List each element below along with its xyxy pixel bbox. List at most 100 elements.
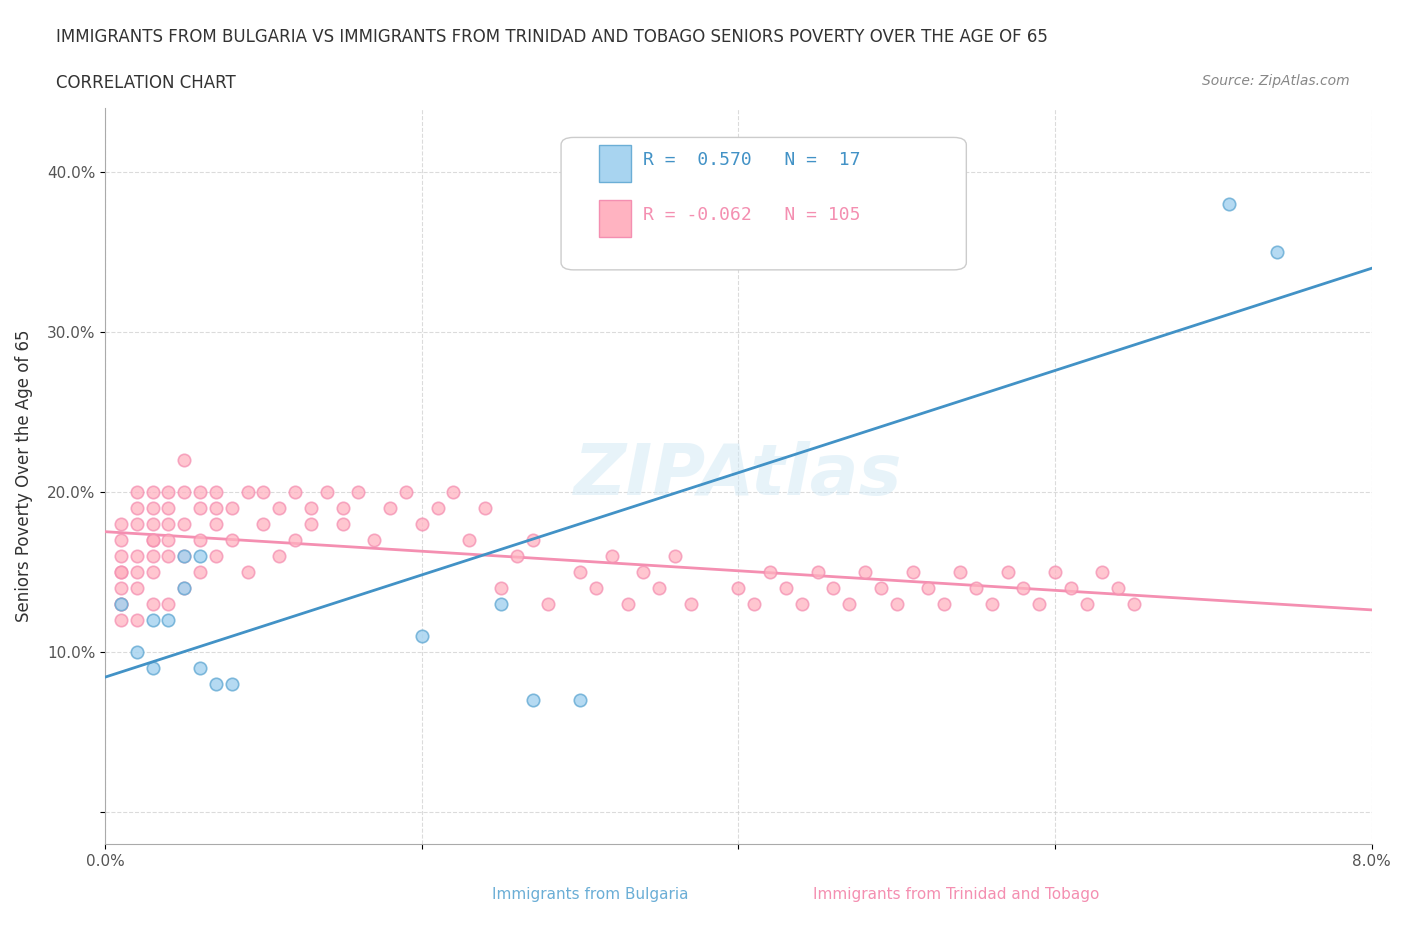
Point: [205, 516, 228, 531]
Point: [110, 596, 132, 611]
Point: [221, 533, 243, 548]
Point: [585, 580, 607, 595]
Point: [869, 580, 891, 595]
Point: [997, 565, 1019, 579]
Point: [823, 580, 845, 595]
Text: R =  0.570   N =  17: R = 0.570 N = 17: [644, 151, 860, 168]
Point: [742, 596, 765, 611]
Point: [269, 549, 291, 564]
Point: [441, 485, 464, 499]
Point: [142, 533, 165, 548]
Point: [110, 596, 132, 611]
Point: [474, 500, 496, 515]
Point: [157, 533, 180, 548]
Point: [173, 485, 195, 499]
Point: [173, 549, 195, 564]
Point: [157, 516, 180, 531]
Point: [411, 629, 433, 644]
Point: [426, 500, 449, 515]
Text: ZIPAtlas: ZIPAtlas: [574, 442, 903, 511]
Point: [332, 500, 354, 515]
Point: [489, 580, 512, 595]
Point: [142, 549, 165, 564]
Point: [569, 565, 592, 579]
Point: [806, 565, 828, 579]
Point: [1107, 580, 1129, 595]
Point: [411, 516, 433, 531]
Point: [142, 533, 165, 548]
Text: CORRELATION CHART: CORRELATION CHART: [56, 74, 236, 92]
Point: [252, 485, 274, 499]
Point: [110, 565, 132, 579]
Y-axis label: Seniors Poverty Over the Age of 65: Seniors Poverty Over the Age of 65: [15, 329, 32, 622]
Point: [759, 565, 782, 579]
Point: [980, 596, 1002, 611]
Point: [1091, 565, 1114, 579]
Point: [775, 580, 797, 595]
Point: [110, 613, 132, 628]
Text: Immigrants from Bulgaria: Immigrants from Bulgaria: [492, 887, 689, 902]
Point: [157, 500, 180, 515]
Point: [1060, 580, 1083, 595]
Point: [125, 565, 148, 579]
Point: [1218, 196, 1240, 211]
Point: [142, 613, 165, 628]
Point: [269, 500, 291, 515]
Point: [110, 533, 132, 548]
Point: [125, 500, 148, 515]
Point: [284, 485, 307, 499]
Point: [1012, 580, 1035, 595]
Point: [205, 485, 228, 499]
Point: [347, 485, 370, 499]
Point: [188, 485, 211, 499]
Point: [125, 516, 148, 531]
Point: [299, 500, 322, 515]
Point: [522, 692, 544, 707]
Point: [1043, 565, 1066, 579]
Point: [157, 596, 180, 611]
Point: [886, 596, 908, 611]
Point: [506, 549, 529, 564]
Bar: [599, 200, 631, 237]
Point: [173, 453, 195, 468]
Point: [188, 500, 211, 515]
Point: [142, 565, 165, 579]
Point: [142, 660, 165, 675]
Point: [1076, 596, 1098, 611]
Point: [188, 565, 211, 579]
Point: [157, 485, 180, 499]
Point: [284, 533, 307, 548]
Point: [1123, 596, 1146, 611]
Point: [110, 596, 132, 611]
Point: [363, 533, 385, 548]
Point: [315, 485, 337, 499]
Point: [522, 533, 544, 548]
Point: [600, 549, 623, 564]
Point: [157, 549, 180, 564]
Point: [664, 549, 686, 564]
Point: [378, 500, 401, 515]
Point: [142, 500, 165, 515]
Point: [965, 580, 987, 595]
Point: [125, 613, 148, 628]
Point: [727, 580, 749, 595]
Text: Source: ZipAtlas.com: Source: ZipAtlas.com: [1202, 74, 1350, 88]
Point: [1265, 245, 1288, 259]
Point: [332, 516, 354, 531]
Point: [205, 676, 228, 691]
Text: R = -0.062   N = 105: R = -0.062 N = 105: [644, 206, 860, 224]
Point: [205, 500, 228, 515]
Point: [173, 516, 195, 531]
Point: [221, 500, 243, 515]
Point: [188, 660, 211, 675]
Point: [838, 596, 860, 611]
Point: [489, 596, 512, 611]
Point: [395, 485, 418, 499]
Point: [648, 580, 671, 595]
Point: [934, 596, 956, 611]
Point: [949, 565, 972, 579]
Point: [205, 549, 228, 564]
Point: [633, 565, 655, 579]
Text: Immigrants from Trinidad and Tobago: Immigrants from Trinidad and Tobago: [813, 887, 1099, 902]
Point: [537, 596, 560, 611]
